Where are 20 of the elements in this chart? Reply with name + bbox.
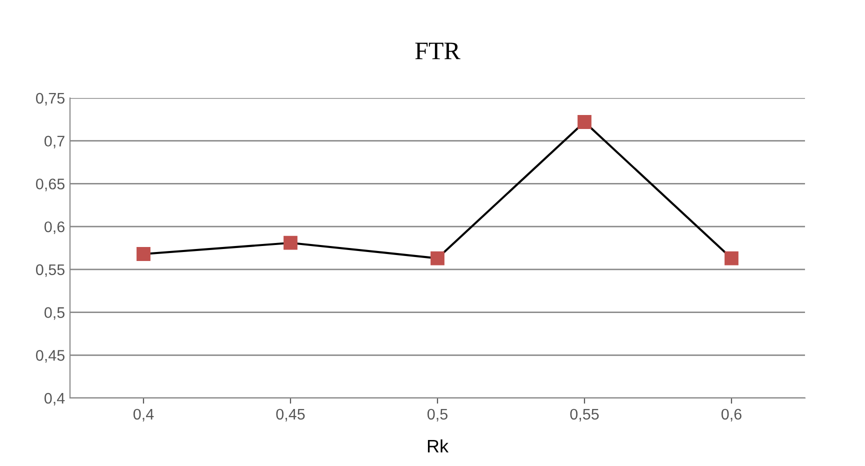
y-tick-label: 0,4 [44, 392, 65, 406]
y-tick-label: 0,5 [44, 307, 64, 320]
y-tick-label: 0,7 [44, 136, 64, 148]
point [136, 247, 150, 261]
point [578, 115, 592, 129]
y-tick-label: 0,55 [36, 264, 64, 277]
x-tick-label: 0,55 [570, 408, 599, 422]
x-tick-label: 0,5 [427, 408, 448, 422]
y-tick-label: 0,65 [36, 178, 64, 192]
y-tick-label: 0,6 [44, 221, 64, 234]
point [430, 251, 444, 266]
point [284, 236, 298, 250]
y-tick-label: 0,75 [36, 92, 64, 106]
x-tick-label: 0,6 [721, 408, 742, 422]
x-tick-label: 0,45 [276, 408, 305, 422]
chart-title: FTR [415, 42, 460, 60]
x-axis-title: Rk [428, 439, 449, 452]
y-tick-label: 0,45 [36, 350, 64, 363]
point [724, 251, 738, 266]
x-tick-label: 0,4 [133, 408, 154, 422]
